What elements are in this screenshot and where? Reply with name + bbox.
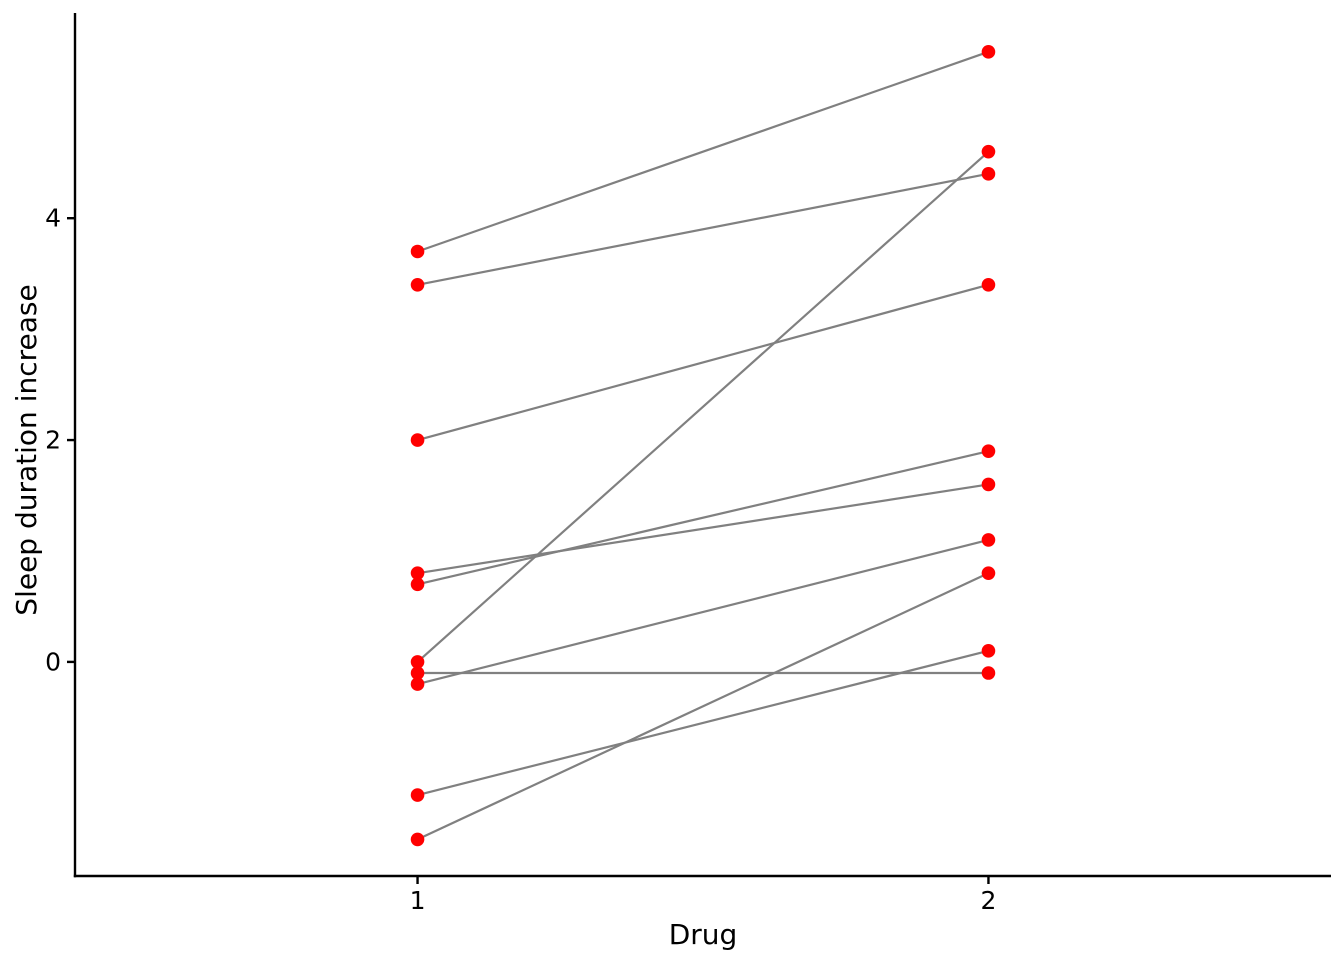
pair-line	[417, 283, 989, 442]
data-point-drug1	[410, 566, 425, 580]
x-axis-label: Drug	[669, 918, 738, 951]
pair-line	[417, 649, 989, 797]
data-point-drug2	[981, 644, 996, 658]
data-point-drug2	[981, 277, 996, 292]
data-point-drug2	[981, 444, 996, 458]
data-point-drug1	[410, 577, 425, 592]
data-point-drug2	[981, 566, 996, 580]
data-point-drug2	[981, 533, 996, 547]
data-point-drug1	[410, 277, 425, 292]
data-point-drug2	[981, 477, 996, 492]
y-tick-label: 0	[45, 647, 61, 676]
data-point-drug2	[981, 666, 996, 680]
pair-line	[417, 172, 989, 286]
x-tick-label: 1	[410, 886, 426, 915]
pair-lines-group	[416, 50, 990, 841]
y-tick-label: 2	[45, 426, 61, 455]
data-point-drug1	[410, 832, 425, 847]
data-point-drug1	[410, 244, 425, 259]
pair-line	[417, 50, 989, 253]
y-axis-label: Sleep duration increase	[10, 284, 43, 615]
data-point-drug1	[410, 788, 425, 802]
pair-line	[417, 572, 989, 841]
y-tick-label: 4	[45, 204, 61, 233]
pair-line	[417, 450, 989, 586]
pair-line	[416, 150, 990, 663]
pair-line	[417, 483, 989, 575]
data-point-drug1	[410, 666, 425, 680]
data-point-drug2	[981, 144, 996, 159]
data-point-drug2	[981, 45, 996, 59]
data-point-drug1	[410, 433, 425, 447]
data-point-drug2	[981, 167, 996, 181]
data-point-drug1	[410, 677, 425, 691]
data-points-group	[410, 45, 996, 847]
data-point-drug1	[410, 655, 425, 669]
pair-line	[417, 538, 989, 686]
axes-group: 0 2 4 1 2	[45, 13, 1331, 915]
x-tick-label: 2	[981, 886, 997, 915]
